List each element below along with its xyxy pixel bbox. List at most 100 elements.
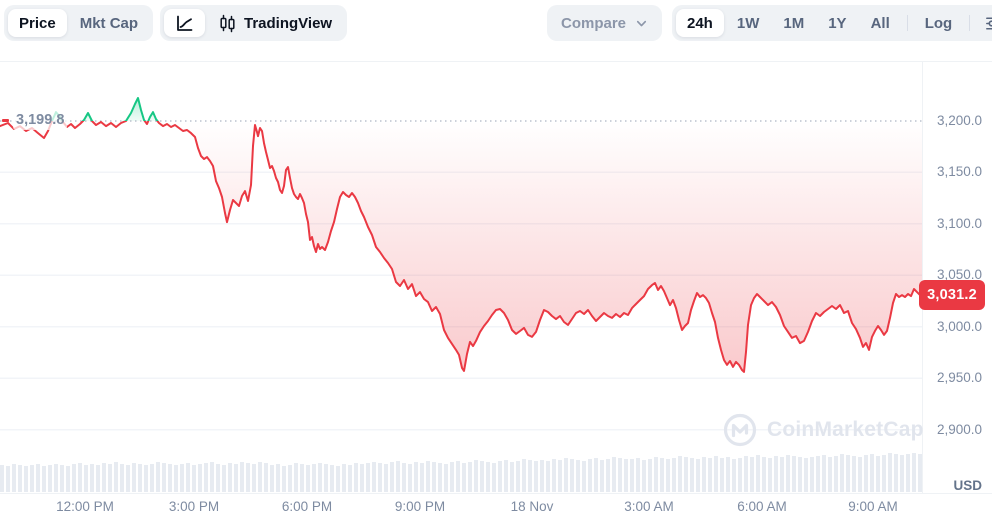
volume-bar xyxy=(666,459,670,492)
volume-bar xyxy=(234,464,238,492)
volume-bar xyxy=(102,463,106,492)
timeframe-group: 24h 1W 1M 1Y All Log xyxy=(672,5,992,41)
volume-bar xyxy=(162,463,166,492)
volume-bar xyxy=(264,463,268,492)
volume-bar xyxy=(48,465,52,492)
chart-top-border xyxy=(0,61,992,62)
volume-bar xyxy=(912,453,916,492)
volume-bar xyxy=(24,466,28,492)
chart-bottom-border xyxy=(0,493,992,494)
timeframe-all-button[interactable]: All xyxy=(860,9,901,37)
volume-bar xyxy=(426,461,430,492)
volume-bar xyxy=(288,465,292,492)
volume-bar xyxy=(186,463,190,492)
volume-bar xyxy=(480,461,484,492)
x-axis-label: 3:00 PM xyxy=(168,499,220,514)
volume-bar xyxy=(246,463,250,492)
volume-bar xyxy=(822,455,826,492)
volume-bar xyxy=(804,458,808,492)
y-axis: 3,200.0 3,150.0 3,100.0 3,050.0 3,000.0 2,950… xyxy=(923,62,992,493)
volume-bar xyxy=(708,458,712,492)
chart-settings-button[interactable] xyxy=(976,9,992,37)
y-axis-label: 2,950.0 xyxy=(936,370,982,386)
currency-label: USD xyxy=(953,478,982,493)
volume-bar xyxy=(120,464,124,492)
volume-bar xyxy=(114,462,118,492)
volume-bar xyxy=(630,459,634,492)
volume-bar xyxy=(372,462,376,492)
x-axis-label: 3:00 AM xyxy=(624,499,674,514)
volume-bar xyxy=(66,466,70,492)
volume-bar xyxy=(180,464,184,492)
volume-bar xyxy=(54,464,58,492)
volume-bar xyxy=(216,464,220,492)
timeframe-24h-button[interactable]: 24h xyxy=(676,9,724,37)
volume-bar xyxy=(276,464,280,492)
line-chart-type-button[interactable] xyxy=(164,9,205,37)
volume-bar xyxy=(792,456,796,492)
price-chart-plot[interactable] xyxy=(0,62,922,493)
volume-bar xyxy=(30,465,34,492)
line-chart-icon xyxy=(177,15,193,31)
volume-bar xyxy=(498,461,502,492)
volume-bar xyxy=(906,454,910,492)
divider xyxy=(969,15,971,31)
volume-bar xyxy=(402,463,406,492)
timeframe-1m-button[interactable]: 1M xyxy=(772,9,815,37)
volume-bar xyxy=(864,455,868,492)
open-price-value: 3,199.8 xyxy=(13,110,68,130)
volume-bar xyxy=(144,465,148,492)
y-axis-label: 2,900.0 xyxy=(936,421,982,437)
volume-bar xyxy=(192,465,196,492)
timeframe-1w-button[interactable]: 1W xyxy=(726,9,771,37)
sliders-icon xyxy=(986,16,992,30)
tradingview-chart-type-button[interactable]: TradingView xyxy=(207,9,343,37)
volume-bar xyxy=(294,463,298,492)
price-tab[interactable]: Price xyxy=(8,9,67,37)
candlestick-icon xyxy=(220,14,235,32)
open-price-label: 3,199.8 xyxy=(2,110,68,130)
volume-bar xyxy=(0,465,4,492)
volume-bar xyxy=(366,463,370,492)
y-axis-separator xyxy=(922,62,923,493)
volume-bar xyxy=(396,461,400,492)
volume-bar xyxy=(786,455,790,492)
volume-bar xyxy=(504,460,508,492)
volume-bar xyxy=(654,457,658,492)
volume-bar xyxy=(18,465,22,492)
volume-bar xyxy=(756,455,760,492)
volume-bar xyxy=(588,459,592,492)
volume-bar xyxy=(60,465,64,492)
volume-bar xyxy=(312,464,316,492)
volume-bar xyxy=(624,459,628,492)
volume-bar xyxy=(558,460,562,492)
y-axis-label: 3,000.0 xyxy=(936,318,982,334)
timeframe-1y-button[interactable]: 1Y xyxy=(817,9,857,37)
volume-bar xyxy=(612,457,616,492)
volume-bar xyxy=(750,457,754,492)
volume-bar xyxy=(534,461,538,492)
volume-bar xyxy=(696,459,700,492)
volume-bar xyxy=(306,465,310,492)
x-axis-label: 6:00 PM xyxy=(281,499,333,514)
volume-bar xyxy=(576,460,580,492)
volume-bar xyxy=(876,456,880,492)
mkt-cap-tab[interactable]: Mkt Cap xyxy=(69,9,149,37)
volume-bar xyxy=(78,463,82,492)
volume-bar xyxy=(840,454,844,492)
volume-bar xyxy=(240,462,244,492)
volume-bar xyxy=(900,455,904,492)
volume-bar xyxy=(96,465,100,492)
volume-bar xyxy=(438,463,442,492)
log-scale-button[interactable]: Log xyxy=(914,9,964,37)
volume-bar xyxy=(594,458,598,492)
volume-bar xyxy=(444,464,448,492)
volume-bar xyxy=(324,464,328,492)
open-price-tick-icon xyxy=(2,118,9,122)
volume-bar xyxy=(690,458,694,492)
volume-bar xyxy=(810,457,814,492)
volume-bar xyxy=(198,464,202,492)
volume-bar xyxy=(342,464,346,492)
compare-button[interactable]: Compare xyxy=(547,5,663,41)
volume-bar xyxy=(12,464,16,492)
